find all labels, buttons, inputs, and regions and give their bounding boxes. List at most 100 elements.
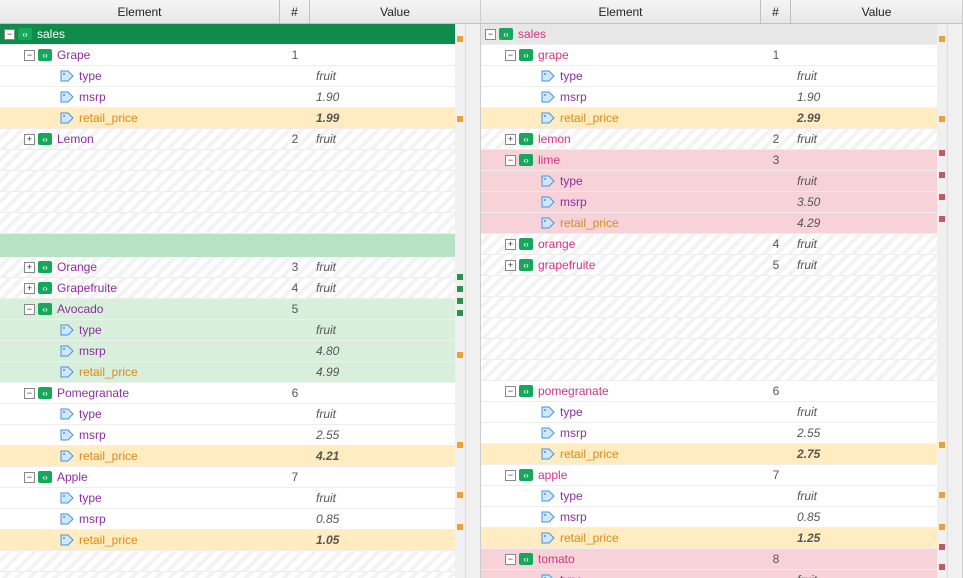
left-scrollbar[interactable] [465, 24, 480, 578]
attribute-row[interactable]: msrp3.50 [481, 192, 937, 213]
collapse-icon[interactable]: − [24, 388, 35, 399]
diff-marker[interactable] [939, 216, 945, 222]
attribute-row[interactable]: msrp1.90 [0, 87, 455, 108]
header-element[interactable]: Element [0, 0, 280, 23]
header-value[interactable]: Value [791, 0, 962, 23]
diff-marker[interactable] [939, 524, 945, 530]
attribute-icon [541, 70, 555, 82]
expand-icon[interactable]: + [24, 262, 35, 273]
collapse-icon[interactable]: − [485, 29, 496, 40]
diff-marker[interactable] [939, 150, 945, 156]
value-cell: fruit [310, 323, 455, 337]
left-gutter [455, 24, 465, 578]
expand-icon[interactable]: + [505, 134, 516, 145]
collapse-icon[interactable]: − [24, 304, 35, 315]
header-num[interactable]: # [280, 0, 310, 23]
attribute-row[interactable]: msrp2.55 [0, 425, 455, 446]
collapse-icon[interactable]: − [505, 386, 516, 397]
attribute-row[interactable]: retail_price4.21 [0, 446, 455, 467]
diff-marker[interactable] [457, 298, 463, 304]
root-row[interactable]: −‹›sales [0, 24, 455, 45]
element-cell: retail_price [0, 530, 280, 550]
header-value[interactable]: Value [310, 0, 480, 23]
diff-marker[interactable] [939, 564, 945, 570]
expand-icon[interactable]: + [24, 283, 35, 294]
diff-marker[interactable] [457, 352, 463, 358]
attribute-row[interactable]: retail_price2.75 [481, 444, 937, 465]
element-row[interactable]: −‹›tomato8 [481, 549, 937, 570]
collapse-icon[interactable]: − [505, 554, 516, 565]
element-row[interactable]: −‹›Pomegranate6 [0, 383, 455, 404]
root-row[interactable]: −‹›sales [481, 24, 937, 45]
element-cell: +‹›orange [481, 234, 761, 254]
attribute-row[interactable]: retail_price1.25 [481, 528, 937, 549]
collapse-icon[interactable]: − [505, 155, 516, 166]
element-icon: ‹› [499, 28, 513, 40]
index-cell: 6 [761, 384, 791, 398]
diff-marker[interactable] [457, 36, 463, 42]
diff-marker[interactable] [939, 194, 945, 200]
element-row[interactable]: −‹›Apple7 [0, 467, 455, 488]
value-cell: 1.05 [310, 533, 455, 547]
element-row[interactable]: −‹›grape1 [481, 45, 937, 66]
element-row[interactable]: +‹›Orange3fruit [0, 257, 455, 278]
diff-marker[interactable] [939, 442, 945, 448]
element-row[interactable]: +‹›lemon2fruit [481, 129, 937, 150]
diff-marker[interactable] [939, 492, 945, 498]
collapse-icon[interactable]: − [24, 472, 35, 483]
diff-marker[interactable] [457, 442, 463, 448]
element-row[interactable]: +‹›grapefruite5fruit [481, 255, 937, 276]
right-scrollbar[interactable] [947, 24, 962, 578]
element-row[interactable]: −‹›lime3 [481, 150, 937, 171]
attribute-row[interactable]: retail_price1.99 [0, 108, 455, 129]
collapse-icon[interactable]: − [505, 50, 516, 61]
header-num[interactable]: # [761, 0, 791, 23]
attribute-row[interactable]: typefruit [481, 486, 937, 507]
element-row[interactable]: +‹›Lemon2fruit [0, 129, 455, 150]
expand-icon[interactable]: + [505, 260, 516, 271]
element-row[interactable]: −‹›pomegranate6 [481, 381, 937, 402]
diff-marker[interactable] [457, 310, 463, 316]
diff-marker[interactable] [939, 36, 945, 42]
attribute-row[interactable]: typefruit [481, 402, 937, 423]
element-cell: retail_price [0, 108, 280, 128]
attribute-row[interactable]: msrp1.90 [481, 87, 937, 108]
element-row[interactable]: −‹›apple7 [481, 465, 937, 486]
element-row[interactable]: +‹›Grapefruite4fruit [0, 278, 455, 299]
expand-icon[interactable]: + [24, 134, 35, 145]
attribute-row[interactable]: typefruit [481, 570, 937, 578]
collapse-icon[interactable]: − [4, 29, 15, 40]
attribute-row[interactable]: retail_price4.29 [481, 213, 937, 234]
attribute-row[interactable]: retail_price4.99 [0, 362, 455, 383]
attribute-row[interactable]: typefruit [0, 320, 455, 341]
collapse-icon[interactable]: − [505, 470, 516, 481]
expand-icon[interactable]: + [505, 239, 516, 250]
attribute-row[interactable]: typefruit [481, 66, 937, 87]
element-label: grapefruite [538, 258, 595, 272]
attribute-row[interactable]: msrp0.85 [0, 509, 455, 530]
diff-marker[interactable] [457, 116, 463, 122]
attribute-row[interactable]: typefruit [0, 404, 455, 425]
element-row[interactable]: −‹›Grape1 [0, 45, 455, 66]
element-cell: −‹›tomato [481, 549, 761, 569]
attribute-row[interactable]: retail_price2.99 [481, 108, 937, 129]
attribute-row[interactable]: typefruit [481, 171, 937, 192]
diff-marker[interactable] [939, 116, 945, 122]
diff-marker[interactable] [939, 172, 945, 178]
value-cell: fruit [791, 132, 937, 146]
element-row[interactable]: +‹›orange4fruit [481, 234, 937, 255]
attribute-row[interactable]: msrp0.85 [481, 507, 937, 528]
diff-marker[interactable] [457, 274, 463, 280]
attribute-row[interactable]: msrp2.55 [481, 423, 937, 444]
diff-marker[interactable] [457, 524, 463, 530]
attribute-row[interactable]: typefruit [0, 66, 455, 87]
attribute-row[interactable]: retail_price 1.05 [0, 530, 455, 551]
diff-marker[interactable] [457, 492, 463, 498]
header-element[interactable]: Element [481, 0, 761, 23]
element-row[interactable]: −‹›Avocado5 [0, 299, 455, 320]
diff-marker[interactable] [939, 544, 945, 550]
diff-marker[interactable] [457, 286, 463, 292]
attribute-row[interactable]: msrp4.80 [0, 341, 455, 362]
attribute-row[interactable]: typefruit [0, 488, 455, 509]
collapse-icon[interactable]: − [24, 50, 35, 61]
